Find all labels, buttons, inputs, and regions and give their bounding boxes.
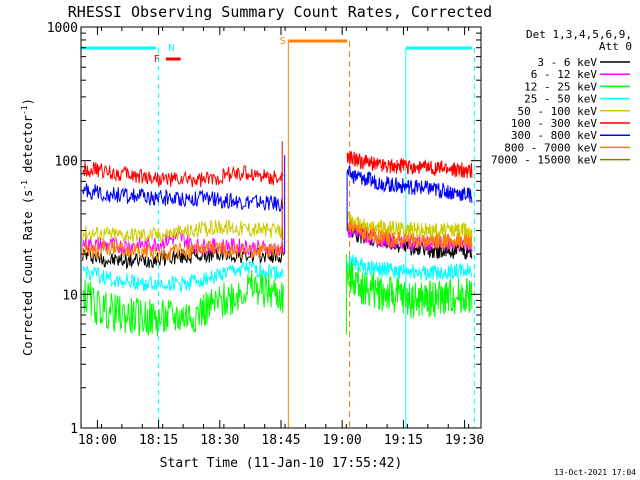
x-tick-label: 18:45 <box>261 433 300 448</box>
series-line-3-2 <box>346 254 473 281</box>
y-axis-label: Corrected Count Rate (s-1 detector-1) <box>20 98 35 356</box>
series-line-6-2 <box>346 165 473 204</box>
series-line-5-2 <box>346 151 473 179</box>
series-line-4-1 <box>82 219 284 244</box>
x-tick-label: 18:15 <box>139 433 178 448</box>
legend-header-2: Att 0 <box>599 40 632 53</box>
x-tick-label: 19:15 <box>384 433 423 448</box>
flag-markers: NF S <box>81 36 475 428</box>
legend-header-1: Det 1,3,4,5,6,9, <box>526 28 632 41</box>
legend-label: 100 - 300 keV <box>511 117 597 130</box>
series-lines <box>82 141 473 336</box>
x-tick-label: 18:30 <box>200 433 239 448</box>
legend-label: 50 - 100 keV <box>518 105 598 118</box>
x-tick-label: 19:00 <box>323 433 362 448</box>
x-axis-label: Start Time (11-Jan-10 17:55:42) <box>160 456 403 471</box>
legend-label: 300 - 800 keV <box>511 129 597 142</box>
x-tick-label: 18:00 <box>78 433 117 448</box>
series-line-0-1 <box>82 247 284 270</box>
x-tick-label: 19:30 <box>445 433 484 448</box>
series-line-2-2 <box>346 258 473 319</box>
legend-label: 800 - 7000 keV <box>504 141 597 154</box>
legend-label: 25 - 50 keV <box>524 93 597 106</box>
y-tick-label: 100 <box>55 155 78 170</box>
series-line-2-1 <box>82 269 284 336</box>
series-line-4-2 <box>346 211 473 239</box>
legend-label: 7000 - 15000 keV <box>491 154 597 167</box>
chart-title: RHESSI Observing Summary Count Rates, Co… <box>68 3 492 21</box>
series-line-7-1 <box>82 240 284 262</box>
y-tick-label: 10 <box>62 288 78 303</box>
series-line-3-1 <box>82 260 284 293</box>
axis-ticks: 18:00 18:15 18:30 18:45 19:00 19:15 19:30 1 10 10… <box>47 21 484 448</box>
legend-label: 6 - 12 keV <box>531 68 598 81</box>
flag-label-s: S <box>280 36 286 47</box>
timestamp: 13-Oct-2021 17:04 <box>554 468 636 477</box>
series-line-5-1 <box>82 161 284 188</box>
flag-label-f: F <box>154 54 160 65</box>
series-line-7-2 <box>346 218 473 250</box>
series-line-6-1 <box>82 183 284 212</box>
y-tick-label: 1 <box>70 422 78 437</box>
legend-label: 12 - 25 keV <box>524 80 597 93</box>
flag-label-n: N <box>168 43 174 54</box>
y-tick-label: 1000 <box>47 21 78 36</box>
legend-label: 3 - 6 keV <box>537 56 597 69</box>
